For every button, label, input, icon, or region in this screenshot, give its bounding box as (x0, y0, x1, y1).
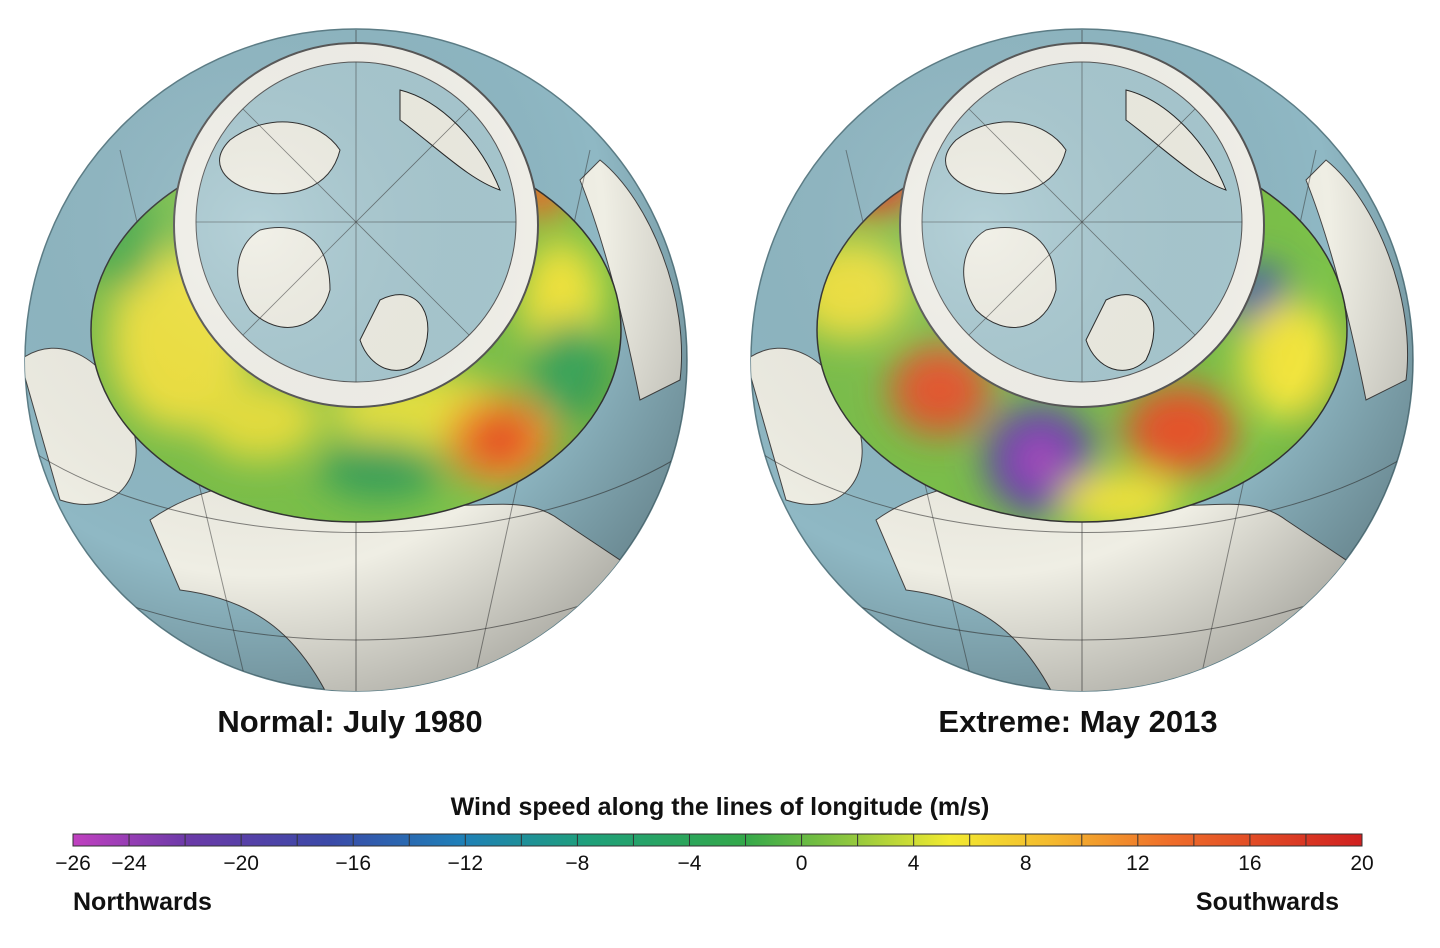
colorbar-tick-label: 16 (1238, 852, 1261, 875)
colorbar-title: Wind speed along the lines of longitude … (450, 793, 990, 821)
colorbar-tick-label: −4 (678, 852, 702, 875)
colorbar-tick-label: −16 (335, 852, 371, 875)
caption-extreme: Extreme: May 2013 (938, 704, 1218, 739)
colorbar-tick-label: −26 (55, 852, 91, 875)
southwards-label: Southwards (1195, 888, 1339, 916)
colorbar-tick-label: −24 (111, 852, 147, 875)
colorbar-tick-label: 8 (1020, 852, 1032, 875)
colorbar-gradient (72, 833, 1363, 847)
colorbar-tick-label: 0 (796, 852, 808, 875)
colorbar-tick-label: 20 (1350, 852, 1373, 875)
colorbar-tick-label: −12 (447, 852, 483, 875)
caption-normal: Normal: July 1980 (217, 704, 483, 739)
colorbar-tick-label: 4 (908, 852, 920, 875)
colorbar-tick-label: −8 (565, 852, 589, 875)
colorbar-tick-label: 12 (1126, 852, 1149, 875)
colorbar-tick-label: −20 (223, 852, 259, 875)
colorbar: −26 −24 −20 −16 −12 −8 −4 0 4 8 12 16 20 (55, 833, 1374, 875)
globe-maps (0, 0, 1440, 700)
northwards-label: Northwards (73, 888, 212, 916)
colorbar-tick-labels: −26 −24 −20 −16 −12 −8 −4 0 4 8 12 16 20 (55, 852, 1373, 875)
colorbar-ticks (72, 834, 1363, 846)
globe-right (0, 0, 1440, 700)
